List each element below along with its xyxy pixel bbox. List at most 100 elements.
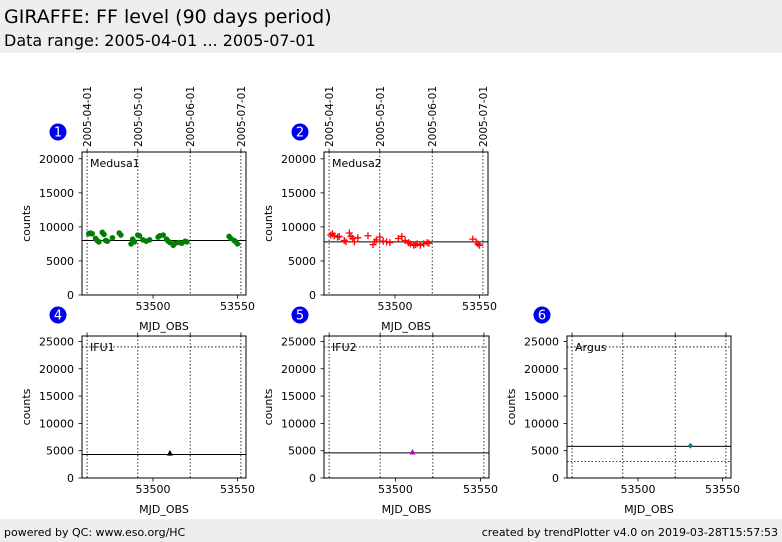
x-tick-label: 53500 (136, 483, 171, 496)
y-tick-label: 10000 (524, 417, 559, 430)
date-tick-label: 2005-04-01 (82, 86, 94, 147)
chart-panel-2: 2 2005-04-01 2005-05-01 2005-06-01 2005-07-0… (262, 86, 497, 333)
y-axis-label: counts (262, 205, 275, 242)
y-tick-label: 15000 (39, 187, 74, 200)
date-tick-label: 2005-04-01 (324, 86, 336, 147)
y-tick-label: 0 (309, 289, 316, 302)
y-tick-label: 0 (552, 472, 559, 485)
panel-number-badge (291, 306, 309, 324)
y-tick-label: 20000 (39, 363, 74, 376)
x-tick-label: 53550 (462, 300, 497, 313)
x-axis-label: MJD_OBS (381, 320, 431, 333)
data-point (425, 239, 433, 247)
footer-timestamp: created by trendPlotter v4.0 on 2019-03-… (481, 526, 778, 539)
data-point (416, 241, 424, 249)
data-point (364, 232, 372, 240)
data-point (101, 231, 107, 238)
panel-number: 6 (538, 309, 546, 324)
data-point (420, 240, 428, 248)
data-point (345, 229, 353, 237)
chart-panel-4: 4 0 5000 10000 15000 20000 25000 53500 53550 MJD_… (20, 306, 255, 516)
panel-label: IFU1 (90, 341, 115, 354)
plot-frame (81, 335, 247, 479)
x-axis-label: MJD_OBS (139, 320, 189, 333)
y-tick-label: 20000 (281, 363, 316, 376)
panel-number-badge (291, 123, 309, 141)
date-tick-label: 2005-07-01 (478, 86, 490, 147)
x-axis-label: MJD_OBS (382, 503, 432, 516)
data-point (476, 241, 484, 249)
data-point (409, 448, 416, 455)
x-tick-label: 53500 (621, 483, 656, 496)
page-footer: powered by QC: www.eso.org/HC created by… (0, 519, 782, 542)
charts-area: 1 2005-04-01 2005-05-01 2005-06-01 2005-07-0… (20, 86, 740, 516)
data-point (234, 241, 241, 247)
panel-label: Medusa1 (90, 157, 140, 170)
data-point (413, 240, 421, 248)
y-tick-label: 15000 (281, 390, 316, 403)
data-point (104, 238, 111, 245)
y-tick-label: 5000 (288, 445, 316, 458)
panel-number: 4 (54, 309, 62, 324)
data-point (334, 233, 342, 241)
data-point (184, 239, 190, 245)
x-tick-label: 53500 (378, 300, 413, 313)
y-tick-label: 25000 (524, 335, 559, 348)
data-point (376, 233, 384, 241)
plot-frame (323, 335, 490, 479)
plot-frame (323, 151, 489, 296)
panel-number-badge (533, 306, 551, 324)
panel-number-badge (49, 123, 67, 141)
x-tick-label: 53550 (220, 300, 255, 313)
date-tick-label: 2005-07-01 (236, 86, 248, 147)
data-point (423, 239, 431, 247)
x-tick-label: 53550 (463, 483, 498, 496)
y-tick-label: 10000 (281, 417, 316, 430)
chart-panel-6: 6 0 5000 10000 15000 20000 25000 53500 53550 MJD_… (505, 306, 740, 516)
y-tick-label: 5000 (46, 445, 74, 458)
x-tick-label: 53550 (220, 483, 255, 496)
y-tick-label: 25000 (281, 335, 316, 348)
data-point (386, 239, 394, 247)
panel-label: Medusa2 (332, 157, 382, 170)
y-tick-label: 15000 (39, 390, 74, 403)
y-axis-label: counts (20, 388, 33, 425)
y-tick-label: 15000 (524, 390, 559, 403)
data-point (146, 237, 153, 243)
data-point (340, 237, 348, 245)
data-point (118, 232, 124, 238)
data-point (350, 238, 358, 246)
data-point (89, 230, 95, 237)
y-tick-label: 20000 (524, 363, 559, 376)
plot-frame (81, 151, 247, 296)
y-axis-label: counts (262, 388, 275, 425)
panel-number: 5 (296, 309, 304, 324)
y-tick-label: 10000 (39, 221, 74, 234)
plot-frame (566, 335, 732, 479)
x-tick-label: 53500 (378, 483, 413, 496)
data-point (398, 232, 406, 240)
y-tick-label: 10000 (39, 417, 74, 430)
data-point (131, 239, 138, 245)
y-tick-label: 15000 (281, 187, 316, 200)
panel-number: 1 (54, 126, 62, 141)
x-axis-label: MJD_OBS (624, 503, 674, 516)
y-axis-label: counts (505, 388, 518, 425)
data-point (687, 442, 693, 449)
panel-number-badge (49, 306, 67, 324)
panel-label: IFU2 (332, 341, 357, 354)
y-tick-label: 5000 (288, 255, 316, 268)
data-point (136, 232, 143, 239)
page-title: GIRAFFE: FF level (90 days period) (4, 6, 332, 28)
y-tick-label: 0 (67, 472, 74, 485)
data-point (342, 238, 350, 246)
data-point (335, 232, 343, 240)
footer-credit: powered by QC: www.eso.org/HC (4, 526, 186, 539)
data-point (354, 234, 362, 242)
panel-label: Argus (575, 341, 607, 354)
y-tick-label: 20000 (281, 153, 316, 166)
y-tick-label: 0 (67, 289, 74, 302)
data-point (96, 239, 102, 245)
y-tick-label: 10000 (281, 221, 316, 234)
y-tick-label: 25000 (39, 335, 74, 348)
